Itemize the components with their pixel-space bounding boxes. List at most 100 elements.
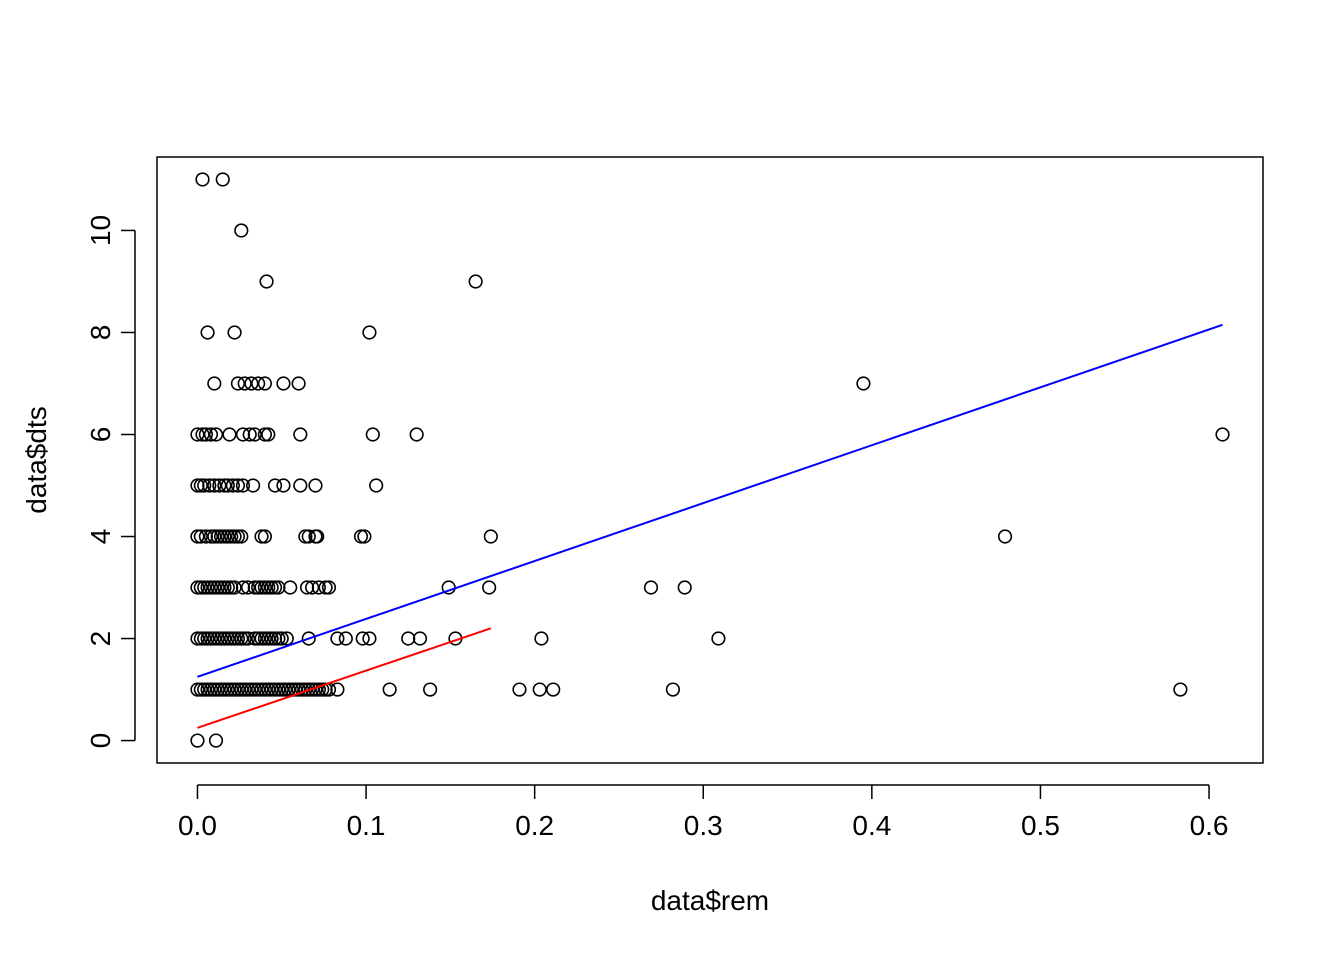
data-point	[365, 427, 380, 442]
data-point	[355, 631, 370, 646]
data-point	[254, 529, 269, 544]
blue-fit-line	[197, 323, 1223, 678]
fit-lines	[197, 323, 1223, 729]
data-point	[254, 580, 269, 595]
data-point	[230, 529, 246, 544]
data-point	[353, 529, 369, 544]
data-point	[210, 529, 225, 544]
data-point	[220, 682, 235, 697]
data-point	[210, 580, 225, 595]
data-point	[244, 682, 259, 697]
data-point	[190, 682, 205, 697]
data-point	[362, 325, 377, 340]
data-point	[482, 580, 497, 595]
data-point	[220, 478, 235, 493]
data-point	[230, 631, 246, 646]
data-point	[264, 631, 279, 646]
x-tick-label: 0.1	[347, 810, 386, 841]
data-point	[230, 376, 246, 391]
data-point	[409, 427, 424, 442]
data-point	[213, 682, 229, 697]
data-point	[227, 580, 242, 595]
data-point	[677, 580, 692, 595]
data-point	[271, 631, 286, 646]
data-point	[190, 733, 205, 748]
data-point	[330, 631, 345, 646]
data-point	[1215, 427, 1230, 442]
data-point	[197, 478, 212, 493]
data-point	[512, 682, 527, 697]
data-point	[315, 682, 330, 697]
data-point	[412, 631, 428, 646]
data-point	[193, 529, 208, 544]
data-point	[195, 172, 210, 187]
x-tick-label: 0.4	[852, 810, 891, 841]
data-point	[234, 682, 249, 697]
data-point	[310, 529, 325, 544]
data-point	[468, 274, 483, 289]
data-point	[193, 580, 208, 595]
y-axis: 0 2 4 6 8 10	[85, 215, 136, 748]
data-point	[227, 631, 242, 646]
data-point	[267, 580, 283, 595]
data-point	[240, 631, 256, 646]
data-point	[197, 682, 212, 697]
x-tick-label: 0.3	[684, 810, 723, 841]
data-point	[338, 631, 353, 646]
data-point	[711, 631, 726, 646]
data-point	[247, 682, 262, 697]
data-point	[257, 376, 273, 391]
data-point	[308, 478, 323, 493]
data-point	[197, 631, 212, 646]
data-point	[1173, 682, 1188, 697]
data-point	[234, 529, 249, 544]
data-point	[305, 580, 320, 595]
data-point	[261, 631, 276, 646]
x-tick-label: 0.5	[1021, 810, 1060, 841]
data-point	[274, 682, 289, 697]
data-point	[203, 580, 219, 595]
data-point	[318, 580, 333, 595]
data-point	[856, 376, 871, 391]
data-point	[247, 631, 262, 646]
data-point	[210, 631, 225, 646]
data-point	[195, 427, 210, 442]
y-tick-label: 6	[85, 427, 116, 443]
data-point	[193, 631, 208, 646]
data-point	[227, 682, 242, 697]
data-point	[207, 529, 222, 544]
data-point	[217, 478, 232, 493]
data-point	[230, 478, 246, 493]
data-point	[259, 274, 274, 289]
data-point	[423, 682, 438, 697]
data-point	[264, 682, 279, 697]
data-point	[224, 631, 239, 646]
data-point	[293, 478, 308, 493]
x-tick-label: 0.2	[515, 810, 554, 841]
data-point	[357, 529, 372, 544]
data-point	[203, 427, 219, 442]
data-point	[210, 682, 225, 697]
data-point	[202, 478, 217, 493]
data-point	[207, 580, 222, 595]
data-point	[198, 427, 213, 442]
data-point	[220, 529, 235, 544]
data-point	[291, 682, 306, 697]
data-point	[190, 580, 205, 595]
data-point	[224, 682, 239, 697]
data-point	[264, 580, 279, 595]
data-point	[301, 529, 316, 544]
data-point	[279, 631, 294, 646]
x-axis: 0.0 0.1 0.2 0.3 0.4 0.5 0.6	[178, 784, 1229, 841]
data-point	[247, 580, 262, 595]
data-point	[220, 580, 235, 595]
data-point	[227, 529, 242, 544]
data-point	[274, 631, 289, 646]
data-point	[261, 427, 276, 442]
data-point	[276, 376, 291, 391]
y-tick-label: 8	[85, 325, 116, 341]
data-point	[997, 529, 1013, 544]
data-point	[237, 631, 252, 646]
data-point	[240, 682, 256, 697]
